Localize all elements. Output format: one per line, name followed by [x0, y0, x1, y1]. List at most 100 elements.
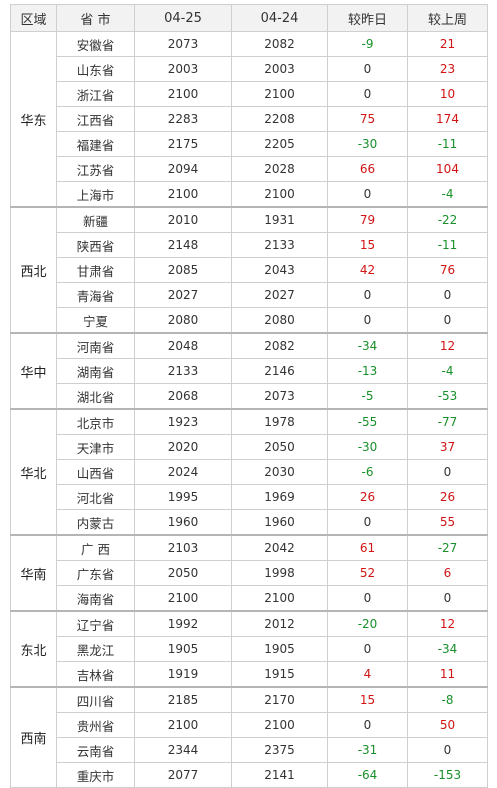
change-week-cell: -4: [407, 358, 488, 384]
header-date-previous: 04-24: [231, 4, 328, 32]
table-row: 浙江省 2100 2100 0 10: [11, 81, 488, 107]
province-cell: 辽宁省: [56, 610, 135, 637]
table-row: 江苏省 2094 2028 66 104: [11, 156, 488, 182]
region-cell: 西南: [10, 686, 57, 788]
change-day-cell: 0: [327, 56, 408, 82]
table-row: 西北 新疆 2010 1931 79 -22: [10, 206, 488, 334]
price-previous-cell: 2205: [231, 131, 328, 157]
region-cell: 东北: [10, 610, 57, 688]
region-cell: 华中: [10, 332, 57, 410]
price-previous-cell: 2133: [231, 232, 328, 258]
price-current-cell: 2080: [134, 307, 232, 334]
change-week-cell: 0: [407, 282, 488, 308]
price-previous-cell: 2208: [231, 106, 328, 132]
table-row: 云南省 2344 2375 -31 0: [11, 737, 488, 763]
change-day-cell: 66: [327, 156, 408, 182]
price-previous-cell: 2028: [231, 156, 328, 182]
price-current-cell: 2003: [134, 56, 232, 82]
change-week-cell: -77: [407, 408, 488, 435]
price-previous-cell: 2073: [231, 383, 328, 410]
price-previous-cell: 2082: [231, 332, 328, 359]
change-day-cell: 0: [327, 282, 408, 308]
price-table-container: 区域 省 市 04-25 04-24 较昨日 较上周 华东 安徽省 2073 2082…: [10, 4, 488, 788]
change-day-cell: -13: [327, 358, 408, 384]
header-row: 区域 省 市 04-25 04-24 较昨日 较上周: [10, 4, 488, 32]
change-day-cell: 4: [327, 661, 408, 688]
price-current-cell: 2024: [134, 459, 232, 485]
price-previous-cell: 1998: [231, 560, 328, 586]
change-week-cell: -4: [407, 181, 488, 208]
change-day-cell: 0: [327, 636, 408, 662]
price-previous-cell: 2027: [231, 282, 328, 308]
price-previous-cell: 2100: [231, 181, 328, 208]
province-cell: 内蒙古: [56, 509, 135, 536]
price-current-cell: 2133: [134, 358, 232, 384]
change-day-cell: 15: [327, 232, 408, 258]
price-previous-cell: 2082: [231, 31, 328, 57]
price-current-cell: 2175: [134, 131, 232, 157]
table-row: 福建省 2175 2205 -30 -11: [11, 131, 488, 157]
province-cell: 甘肃省: [56, 257, 135, 283]
price-current-cell: 1905: [134, 636, 232, 662]
change-week-cell: 12: [407, 332, 488, 359]
change-day-cell: -5: [327, 383, 408, 410]
price-previous-cell: 2100: [231, 81, 328, 107]
change-day-cell: -55: [327, 408, 408, 435]
province-cell: 海南省: [56, 585, 135, 612]
table-row: 黑龙江 1905 1905 0 -34: [11, 636, 488, 662]
province-cell: 山西省: [56, 459, 135, 485]
table-row: 吉林省 1919 1915 4 11: [11, 661, 488, 688]
price-previous-cell: 1969: [231, 484, 328, 510]
change-week-cell: 23: [407, 56, 488, 82]
table-row: 天津市 2020 2050 -30 37: [11, 434, 488, 460]
price-current-cell: 1923: [134, 408, 232, 435]
price-previous-cell: 2170: [231, 686, 328, 713]
province-cell: 江西省: [56, 106, 135, 132]
header-change-day: 较昨日: [327, 4, 408, 32]
province-cell: 宁夏: [56, 307, 135, 334]
table-row: 上海市 2100 2100 0 -4: [11, 181, 488, 208]
price-previous-cell: 2012: [231, 610, 328, 637]
price-current-cell: 2148: [134, 232, 232, 258]
price-previous-cell: 2375: [231, 737, 328, 763]
province-cell: 陕西省: [56, 232, 135, 258]
change-week-cell: -153: [407, 762, 488, 788]
price-previous-cell: 2030: [231, 459, 328, 485]
price-current-cell: 2085: [134, 257, 232, 283]
table-row: 宁夏 2080 2080 0 0: [11, 307, 488, 334]
change-week-cell: 0: [407, 737, 488, 763]
price-current-cell: 1919: [134, 661, 232, 688]
table-row: 华北 北京市 1923 1978 -55 -77: [10, 408, 488, 536]
change-day-cell: 0: [327, 181, 408, 208]
table-row: 陕西省 2148 2133 15 -11: [11, 232, 488, 258]
change-week-cell: 174: [407, 106, 488, 132]
price-previous-cell: 2042: [231, 534, 328, 561]
province-cell: 江苏省: [56, 156, 135, 182]
change-day-cell: -6: [327, 459, 408, 485]
change-week-cell: -11: [407, 232, 488, 258]
price-previous-cell: 2100: [231, 585, 328, 612]
table-row: 华东 安徽省 2073 2082 -9 21: [10, 31, 488, 208]
change-week-cell: 76: [407, 257, 488, 283]
change-week-cell: 0: [407, 585, 488, 612]
table-row: 河北省 1995 1969 26 26: [11, 484, 488, 510]
price-previous-cell: 1978: [231, 408, 328, 435]
province-cell: 云南省: [56, 737, 135, 763]
province-cell: 浙江省: [56, 81, 135, 107]
province-cell: 河南省: [56, 332, 135, 359]
table-row: 青海省 2027 2027 0 0: [11, 282, 488, 308]
table-row: 海南省 2100 2100 0 0: [11, 585, 488, 612]
change-week-cell: 6: [407, 560, 488, 586]
price-current-cell: 2027: [134, 282, 232, 308]
price-current-cell: 2100: [134, 81, 232, 107]
price-previous-cell: 1960: [231, 509, 328, 536]
province-cell: 湖南省: [56, 358, 135, 384]
change-week-cell: 0: [407, 459, 488, 485]
price-current-cell: 2068: [134, 383, 232, 410]
table-row: 西南 四川省 2185 2170 15 -8: [10, 686, 488, 788]
change-day-cell: 61: [327, 534, 408, 561]
change-week-cell: 26: [407, 484, 488, 510]
change-day-cell: 0: [327, 509, 408, 536]
price-previous-cell: 2080: [231, 307, 328, 334]
change-day-cell: -64: [327, 762, 408, 788]
